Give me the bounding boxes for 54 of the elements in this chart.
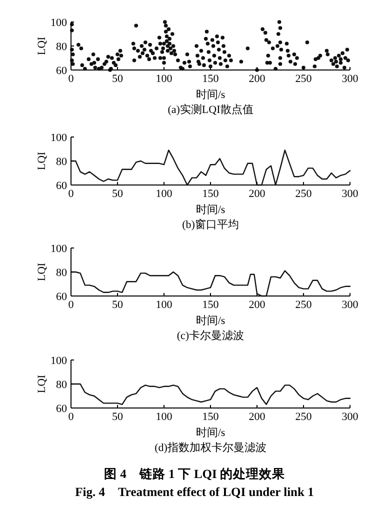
x-tick-label: 0: [68, 299, 74, 311]
x-axis-title: 时间/s: [196, 88, 226, 101]
y-tick-label: 80: [56, 379, 68, 391]
y-tick-label: 60: [56, 65, 68, 77]
text: (c)卡尔曼滤波: [176, 329, 244, 342]
x-tick-label: 50: [112, 73, 124, 85]
x-tick-label: 250: [295, 411, 312, 423]
x-tick-label: 300: [342, 188, 359, 200]
y-tick-label: 60: [56, 180, 68, 192]
x-tick-label: 0: [68, 411, 74, 423]
x-tick-label: 50: [112, 188, 124, 200]
x-tick-label: 150: [202, 188, 220, 200]
x-axis-title: 时间/s: [196, 203, 226, 216]
y-tick-label: 100: [50, 243, 68, 255]
caption: 图 4 链路 1 下 LQI 的处理效果: [104, 467, 286, 481]
y-axis-title: LQI: [36, 374, 48, 394]
text: (a)实测LQI散点值: [168, 103, 254, 116]
y-tick-label: 60: [56, 403, 68, 415]
x-tick-label: 50: [112, 411, 124, 423]
x-tick-label: 50: [112, 299, 124, 311]
x-tick-label: 250: [295, 188, 312, 200]
y-tick-label: 100: [50, 355, 68, 367]
y-tick-label: 80: [56, 267, 68, 279]
x-tick-label: 250: [295, 299, 312, 311]
x-tick-label: 200: [248, 299, 266, 311]
caption: Fig. 4 Treatment effect of LQI under link 1: [75, 485, 314, 499]
text: (b)窗口平均: [182, 218, 239, 231]
x-tick-label: 100: [156, 188, 173, 200]
y-tick-label: 80: [56, 41, 68, 53]
x-tick-label: 100: [156, 299, 173, 311]
y-axis-title: LQI: [36, 262, 48, 282]
text: (d)指数加权卡尔曼滤波: [154, 441, 266, 454]
x-tick-label: 0: [68, 73, 74, 85]
y-axis-title: LQI: [36, 152, 48, 170]
x-tick-label: 100: [156, 73, 173, 85]
y-tick-label: 100: [50, 132, 68, 144]
x-tick-label: 150: [202, 411, 220, 423]
y-tick-label: 100: [50, 17, 68, 29]
x-axis-title: 时间/s: [196, 426, 226, 439]
x-tick-label: 200: [248, 73, 266, 85]
x-tick-label: 300: [342, 411, 359, 423]
y-tick-label: 80: [56, 156, 68, 168]
x-tick-label: 150: [202, 73, 220, 85]
y-tick-label: 60: [56, 291, 68, 303]
x-axis-title: 时间/s: [196, 314, 226, 327]
x-tick-label: 100: [156, 411, 173, 423]
x-tick-label: 150: [202, 299, 220, 311]
x-tick-label: 300: [342, 73, 359, 85]
x-tick-label: 200: [248, 188, 266, 200]
x-tick-label: 250: [295, 73, 312, 85]
x-tick-label: 300: [342, 299, 359, 311]
y-axis-title: LQI: [36, 36, 48, 56]
x-tick-label: 0: [68, 188, 74, 200]
x-tick-label: 200: [248, 411, 266, 423]
